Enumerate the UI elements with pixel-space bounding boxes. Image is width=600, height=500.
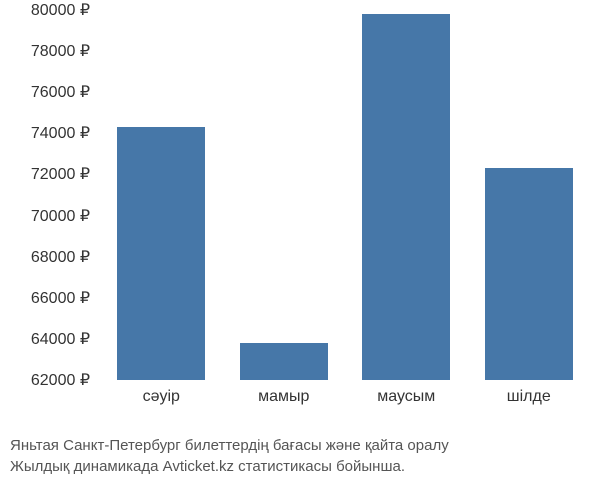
bar (485, 168, 573, 380)
y-tick-label: 74000 ₽ (31, 123, 90, 143)
x-tick-label: мамыр (258, 388, 309, 406)
chart-caption: Яньтая Санкт-Петербург билеттердің бағас… (0, 435, 600, 477)
x-tick-label: шілде (507, 388, 551, 406)
x-axis: сәуір мамыр маусым шілде (100, 388, 590, 418)
y-tick-label: 64000 ₽ (31, 329, 90, 349)
bar (240, 343, 328, 380)
y-tick-label: 62000 ₽ (31, 370, 90, 390)
y-tick-label: 68000 ₽ (31, 247, 90, 267)
y-axis: 62000 ₽64000 ₽66000 ₽68000 ₽70000 ₽72000… (0, 10, 100, 380)
bar (117, 127, 205, 380)
y-tick-label: 66000 ₽ (31, 288, 90, 308)
y-tick-label: 78000 ₽ (31, 41, 90, 61)
x-tick-label: маусым (377, 388, 435, 406)
bar-chart: 62000 ₽ 64000 ₽ 66000 ₽ 68000 ₽ 70000 ₽ 72000… (0, 0, 600, 420)
bar (362, 14, 450, 380)
x-tick-label: сәуір (143, 388, 180, 406)
y-tick-label: 72000 ₽ (31, 164, 90, 184)
y-tick-label: 80000 ₽ (31, 0, 90, 20)
plot-area (100, 10, 590, 380)
caption-line-1: Яньтая Санкт-Петербург билеттердің бағас… (10, 435, 590, 456)
y-tick-label: 76000 ₽ (31, 82, 90, 102)
y-tick-label: 70000 ₽ (31, 206, 90, 226)
caption-line-2: Жылдық динамикада Avticket.kz статистика… (10, 456, 590, 477)
